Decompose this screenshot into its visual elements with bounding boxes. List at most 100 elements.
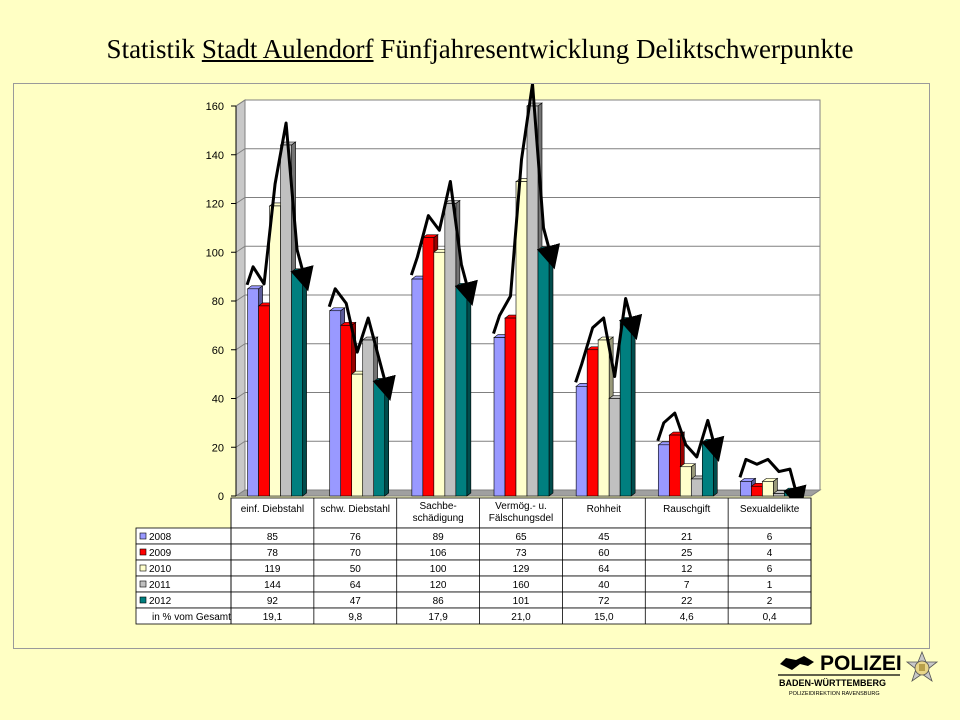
table-cell: 92: [267, 596, 279, 607]
table-cell: 86: [433, 596, 445, 607]
table-cell: 78: [267, 548, 279, 559]
y-tick-label: 40: [212, 394, 224, 406]
bar-side: [384, 377, 390, 497]
bar-front: [351, 373, 364, 497]
legend-label: in % vom Gesamt: [152, 612, 231, 623]
category-label-line: Fälschungsdel: [489, 513, 553, 524]
table-cell: 17,9: [428, 612, 448, 623]
bar-front: [657, 444, 670, 497]
bar-front: [444, 203, 457, 497]
bar-front: [784, 490, 796, 497]
legend-swatch: [139, 580, 147, 588]
table-cell: 160: [513, 580, 530, 591]
bar-front: [740, 481, 752, 497]
legend-swatch: [139, 532, 147, 540]
legend-label: 2009: [149, 548, 172, 559]
trend-arrow: [656, 411, 725, 462]
category-label: Rohheit: [587, 504, 622, 515]
category-label: einf. Diebstahl: [241, 504, 304, 515]
bar-front: [455, 286, 468, 497]
logo-name: POLIZEI: [820, 652, 902, 675]
table-cell: 6: [767, 564, 773, 575]
bar-side: [548, 246, 554, 497]
bar-front: [597, 339, 610, 497]
y-tick-label: 20: [212, 442, 224, 454]
category-label-line: einf. Diebstahl: [241, 504, 304, 515]
bar-front: [679, 466, 692, 497]
gridline: [235, 148, 820, 156]
bar-front: [280, 144, 292, 497]
table-cell: 15,0: [594, 612, 614, 623]
bar-front: [619, 320, 632, 497]
table-row: [135, 543, 812, 561]
category-label: Vermög.- u. Fälschungsdel: [489, 501, 553, 524]
category-label-line: Rohheit: [587, 504, 622, 515]
bar-front: [340, 325, 353, 497]
table-cell: 100: [430, 564, 447, 575]
bar-front: [751, 485, 763, 497]
logo-state: BADEN-WÜRTTEMBERG: [779, 678, 886, 688]
lion-icon: [780, 656, 814, 670]
category-label: Sachbe-schädigung: [413, 501, 464, 524]
table-row: [135, 527, 812, 545]
bar-front: [762, 481, 774, 497]
bar: [454, 282, 472, 497]
table-cell: 120: [430, 580, 447, 591]
category-label-line: Sexualdelikte: [740, 504, 800, 515]
table-cell: 129: [513, 564, 530, 575]
bar-front: [526, 105, 539, 497]
bar-front: [668, 434, 681, 497]
table-cell: 25: [681, 548, 693, 559]
category-label-line: Vermög.- u.: [495, 501, 547, 512]
table-cell: 119: [264, 564, 280, 575]
legend-swatch: [139, 596, 147, 604]
legend-label: 2008: [149, 532, 172, 543]
table-cell: 64: [598, 564, 610, 575]
table-cell: 47: [350, 596, 362, 607]
chart-frame: 0 20 40 60 80 100 120 140 160 einf. Diebstahl schw…: [13, 83, 930, 649]
bar-front: [504, 317, 517, 497]
bar-front: [575, 386, 588, 497]
table-cell: 19,1: [263, 612, 283, 623]
bar-side: [630, 316, 636, 497]
bar-front: [608, 398, 621, 497]
legend-label: 2012: [149, 596, 172, 607]
bar-front: [291, 271, 303, 497]
table-cell: 89: [433, 532, 445, 543]
title-prefix: Statistik: [106, 34, 202, 64]
page-title: Statistik Stadt Aulendorf Fünfjahresentw…: [0, 34, 960, 65]
category-label-line: schädigung: [413, 513, 464, 524]
bar-front: [537, 249, 550, 497]
category-label: schw. Diebstahl: [321, 504, 390, 515]
gridline: [235, 294, 820, 302]
table-row: [135, 559, 812, 577]
table-cell: 1: [767, 580, 773, 591]
category-label-line: Rauschgift: [663, 504, 710, 515]
y-tick-label: 120: [206, 199, 224, 211]
trend-arrow: [738, 457, 807, 511]
table-cell: 40: [598, 580, 610, 591]
category-label-line: Sachbe-: [420, 501, 457, 512]
gridline: [235, 197, 820, 204]
bar: [290, 268, 308, 497]
y-tick-label: 0: [218, 491, 224, 503]
bar-front: [329, 310, 342, 497]
police-logo: POLIZEI BADEN-WÜRTTEMBERG POLIZEIDIREKTI…: [776, 650, 946, 700]
y-tick-label: 60: [212, 345, 224, 357]
trend-arrow: [245, 121, 314, 292]
table-cell: 6: [767, 532, 773, 543]
bar-front: [690, 478, 703, 497]
police-star-icon: [905, 650, 939, 683]
table-cell: 9,8: [348, 612, 362, 623]
bar-side: [302, 268, 307, 497]
title-city: Stadt Aulendorf: [201, 34, 374, 64]
table-cell: 76: [350, 532, 362, 543]
table-row: [135, 591, 812, 609]
bar-front: [258, 305, 270, 497]
table-row: [135, 575, 812, 593]
table-cell: 4: [767, 548, 773, 559]
gridline: [235, 245, 820, 253]
table-cell: 85: [267, 532, 279, 543]
bar: [537, 246, 554, 497]
